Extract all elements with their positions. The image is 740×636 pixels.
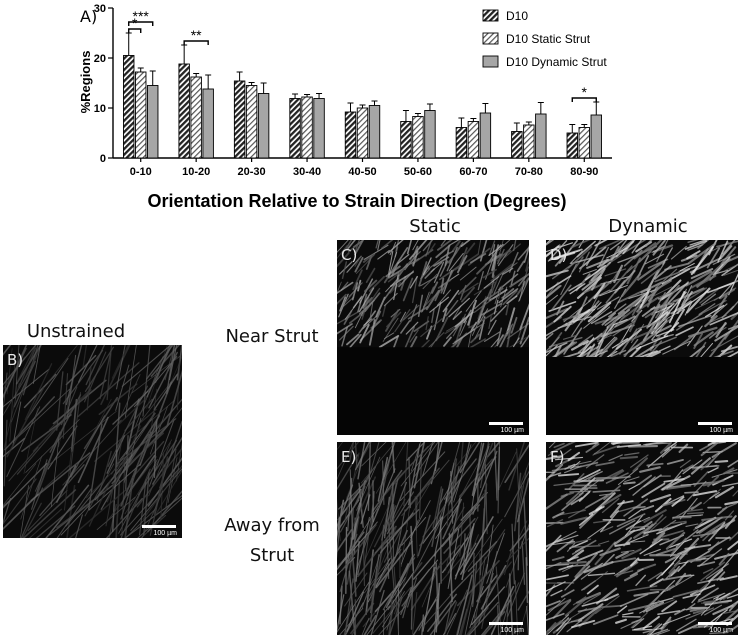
scale-bar-label: 100 µm bbox=[153, 530, 178, 537]
panel-a-label: A) bbox=[80, 7, 97, 26]
legend-label: D10 bbox=[506, 9, 528, 23]
column-label-dynamic: Dynamic bbox=[608, 216, 688, 237]
significance-label: * bbox=[582, 84, 588, 100]
bar bbox=[233, 80, 246, 159]
chart-legend: D10 D10 Static Strut D10 Dynamic Strut bbox=[482, 9, 607, 69]
bar bbox=[424, 110, 436, 159]
x-axis-title: Orientation Relative to Strain Direction… bbox=[147, 191, 566, 211]
micrograph-unstrained: B) 100 µm bbox=[3, 345, 182, 538]
scale-bar-label: 100 µm bbox=[709, 427, 734, 434]
column-label-static: Static bbox=[409, 216, 461, 237]
bar bbox=[344, 111, 357, 159]
scale-bar bbox=[698, 422, 732, 425]
bar bbox=[356, 107, 369, 159]
bar bbox=[400, 121, 412, 159]
bar bbox=[368, 105, 381, 159]
bar bbox=[313, 98, 325, 159]
x-tick-label: 20-30 bbox=[238, 166, 266, 178]
significance-annotations: ******* bbox=[128, 8, 597, 102]
legend-swatch bbox=[482, 55, 499, 68]
bar bbox=[467, 121, 480, 159]
row-label-away-line1: Away from bbox=[224, 515, 320, 536]
bar bbox=[178, 63, 190, 159]
x-tick-label: 50-60 bbox=[404, 166, 432, 178]
bar bbox=[147, 85, 159, 159]
scale-bar bbox=[489, 622, 523, 625]
y-tick-label: 10 bbox=[94, 103, 106, 115]
panel-letter-d: D) bbox=[550, 246, 568, 264]
scale-bar-label: 100 µm bbox=[709, 627, 734, 634]
legend-swatch bbox=[482, 32, 499, 45]
panel-letter-e: E) bbox=[341, 448, 357, 466]
bar bbox=[245, 85, 258, 159]
chart-bars bbox=[123, 32, 602, 159]
x-tick-label: 70-80 bbox=[515, 166, 543, 178]
bar bbox=[289, 98, 301, 159]
y-tick-label: 30 bbox=[94, 3, 106, 15]
micrograph-dynamic-near-strut: D) 100 µm bbox=[546, 240, 738, 435]
bar bbox=[566, 132, 578, 159]
significance-bracket bbox=[128, 21, 154, 26]
bar bbox=[257, 93, 270, 159]
x-tick-label: 40-50 bbox=[348, 166, 376, 178]
significance-bracket bbox=[183, 40, 209, 45]
micrograph-static-near-strut: C) 100 µm bbox=[337, 240, 529, 435]
panel-letter-f: F) bbox=[550, 448, 565, 466]
significance-label: ** bbox=[191, 27, 202, 43]
bar bbox=[190, 76, 202, 159]
significance-label: * bbox=[132, 15, 138, 31]
significance-bracket bbox=[128, 28, 142, 33]
bar bbox=[523, 124, 535, 159]
bar bbox=[455, 127, 468, 159]
x-tick-label: 80-90 bbox=[570, 166, 598, 178]
scale-bar bbox=[142, 525, 176, 528]
bar bbox=[135, 71, 147, 159]
orientation-bar-chart: A) %Regions Orientation Relative to Stra… bbox=[78, 3, 612, 211]
bar bbox=[123, 55, 135, 159]
scale-bar-label: 100 µm bbox=[500, 427, 525, 434]
x-tick-label: 60-70 bbox=[459, 166, 487, 178]
bar bbox=[511, 131, 523, 159]
x-tick-label: 10-20 bbox=[182, 166, 210, 178]
bar bbox=[412, 116, 424, 159]
legend-label: D10 Dynamic Strut bbox=[506, 55, 607, 69]
y-tick-label: 0 bbox=[100, 153, 106, 165]
significance-label: *** bbox=[133, 8, 150, 24]
scale-bar-label: 100 µm bbox=[500, 627, 525, 634]
bar bbox=[301, 96, 313, 159]
legend-swatch bbox=[482, 9, 499, 22]
micrograph-dynamic-away-from-strut: F) 100 µm bbox=[546, 442, 738, 635]
micrograph-static-away-from-strut: E) 100 µm bbox=[337, 442, 529, 635]
legend-label: D10 Static Strut bbox=[506, 32, 591, 46]
bar bbox=[578, 127, 590, 159]
y-tick-label: 20 bbox=[94, 53, 106, 65]
y-axis-title: %Regions bbox=[78, 51, 93, 114]
panel-letter-b: B) bbox=[7, 351, 24, 369]
unstrained-title: Unstrained bbox=[26, 321, 126, 342]
x-tick-label: 30-40 bbox=[293, 166, 321, 178]
bar bbox=[202, 88, 214, 159]
x-tick-label: 0-10 bbox=[130, 166, 152, 178]
bar bbox=[479, 112, 492, 159]
row-label-near-strut: Near Strut bbox=[225, 326, 319, 347]
bar bbox=[590, 114, 602, 159]
scale-bar bbox=[698, 622, 732, 625]
significance-bracket bbox=[571, 97, 597, 102]
bar bbox=[535, 113, 547, 159]
row-label-away-line2: Strut bbox=[249, 545, 295, 566]
panel-letter-c: C) bbox=[341, 246, 358, 264]
scale-bar bbox=[489, 422, 523, 425]
